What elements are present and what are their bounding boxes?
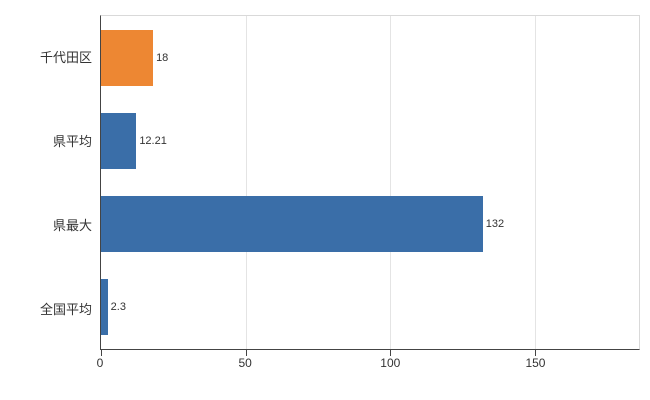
- value-label: 132: [485, 218, 505, 231]
- bar-row: 132: [101, 183, 639, 266]
- x-axis-tick: [390, 350, 392, 356]
- x-axis-labels: 0 50 100 150: [96, 356, 640, 374]
- category-label: 県最大: [52, 217, 92, 233]
- category-label: 全国平均: [39, 301, 92, 317]
- bar: [101, 112, 137, 169]
- gridline: [245, 16, 247, 349]
- x-axis-tick: [101, 350, 102, 356]
- value-label: 2.3: [110, 301, 126, 314]
- x-axis-tick: [245, 350, 247, 356]
- bar: [101, 196, 483, 252]
- bar-row: 12.21: [101, 99, 639, 182]
- bar-row: 18: [101, 16, 639, 99]
- x-axis-tick: [534, 350, 536, 356]
- x-axis-tick-label: 100: [380, 356, 401, 370]
- category-label: 県平均: [52, 134, 92, 150]
- value-label: 12.21: [139, 134, 167, 147]
- bar: [101, 279, 108, 336]
- bar-row: 2.3: [101, 266, 639, 349]
- y-axis-labels: 千代田区県平均県最大全国平均: [0, 15, 92, 350]
- gridline: [534, 16, 536, 349]
- bar-rows: 18 12.21 132 2.3: [101, 16, 639, 349]
- x-axis-tick-label: 50: [238, 356, 252, 370]
- plot-area: 18 12.21 132 2.3: [100, 15, 640, 356]
- x-axis-tick-label: 0: [96, 356, 104, 370]
- bar: [101, 29, 154, 86]
- value-label: 18: [156, 51, 169, 64]
- x-axis-tick-label: 150: [525, 356, 546, 370]
- gridline: [390, 16, 392, 349]
- category-label: 千代田区: [39, 50, 92, 66]
